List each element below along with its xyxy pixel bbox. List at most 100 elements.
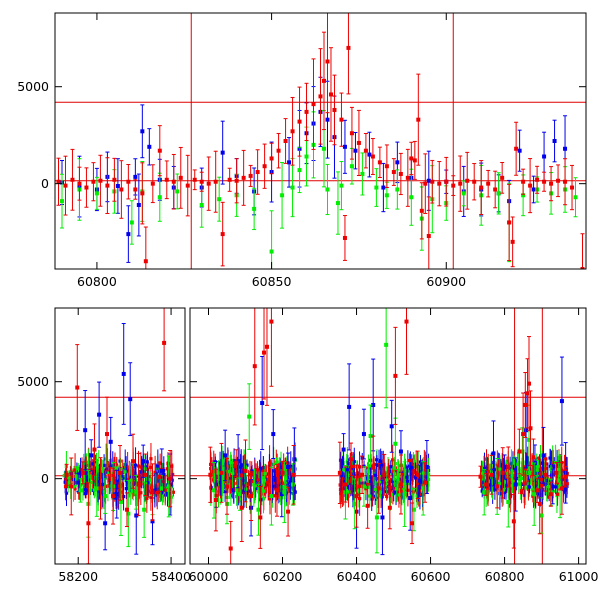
series-1-point-7 xyxy=(134,490,139,495)
noise-point xyxy=(147,489,151,493)
series-0-point-35 xyxy=(491,451,496,456)
noise-point xyxy=(536,464,540,468)
series-0-point-40 xyxy=(541,453,546,458)
noise-point xyxy=(170,464,174,468)
noise-point xyxy=(126,477,130,482)
noise-point xyxy=(348,461,352,465)
noise-point xyxy=(145,496,149,501)
noise-point xyxy=(385,482,390,486)
noise-point xyxy=(379,490,383,494)
series-2-point-22 xyxy=(228,546,233,551)
series-1-point-9 xyxy=(217,197,222,202)
series-2-point-62 xyxy=(437,181,442,186)
noise-point xyxy=(154,477,158,481)
noise-point xyxy=(120,490,124,494)
series-2-point-62 xyxy=(525,391,530,396)
noise-point xyxy=(259,498,263,502)
noise-point xyxy=(548,478,552,482)
series-1-point-5 xyxy=(118,499,123,504)
series-2-point-67 xyxy=(537,501,542,506)
series-2-point-24 xyxy=(239,505,244,510)
noise-point xyxy=(270,484,275,489)
noise-point xyxy=(397,469,401,473)
series-1-point-33 xyxy=(520,449,525,454)
series-2-point-25 xyxy=(243,468,248,473)
noise-point xyxy=(67,476,71,480)
series-2-point-34 xyxy=(286,509,291,514)
noise-point xyxy=(556,492,560,496)
series-0-point-30 xyxy=(426,178,431,183)
series-2-point-70 xyxy=(554,470,559,475)
series-2-point-9 xyxy=(119,187,124,192)
noise-point xyxy=(248,489,252,493)
noise-point xyxy=(416,491,420,495)
series-0-point-4 xyxy=(103,521,108,526)
noise-point xyxy=(426,483,430,487)
series-1-point-17 xyxy=(269,494,274,499)
series-2-point-56 xyxy=(500,470,505,475)
series-0-point-22 xyxy=(325,117,330,122)
series-2-point-39 xyxy=(354,494,359,499)
series-1-point-12 xyxy=(269,249,274,254)
noise-point xyxy=(220,462,224,466)
series-2-point-19 xyxy=(213,498,218,502)
x-tick-label-1: 60850 xyxy=(252,274,292,289)
series-2-point-9 xyxy=(118,470,122,475)
noise-point xyxy=(288,468,292,472)
series-1-point-27 xyxy=(402,492,407,497)
noise-point xyxy=(342,468,346,472)
series-1-point-34 xyxy=(527,437,532,442)
noise-point xyxy=(252,483,256,487)
noise-point xyxy=(340,490,345,494)
noise-point xyxy=(63,485,68,489)
noise-point xyxy=(144,487,148,491)
noise-point xyxy=(494,479,498,484)
series-0-point-6 xyxy=(133,174,138,179)
series-2-point-50 xyxy=(377,160,382,165)
noise-point xyxy=(369,479,373,483)
series-1-point-3 xyxy=(103,494,108,499)
series-2-point-41 xyxy=(328,92,333,97)
noise-point xyxy=(373,487,378,492)
noise-point xyxy=(481,472,485,476)
noise-point xyxy=(145,460,149,464)
series-1-point-16 xyxy=(304,154,309,159)
noise-point xyxy=(132,481,136,485)
series-2-point-47 xyxy=(398,482,403,487)
series-2-point-53 xyxy=(398,171,403,176)
noise-point xyxy=(232,482,236,486)
noise-point xyxy=(112,471,116,475)
series-2-point-39 xyxy=(321,78,326,83)
series-2-point-2 xyxy=(75,385,80,390)
series-0-point-12 xyxy=(159,468,164,473)
noise-point xyxy=(259,487,264,492)
noise-point xyxy=(148,483,152,487)
series-2-point-36 xyxy=(337,470,342,475)
noise-point xyxy=(228,484,232,488)
noise-point xyxy=(493,487,497,491)
noise-point xyxy=(492,468,496,472)
series-2-point-10 xyxy=(124,507,129,512)
series-1-point-21 xyxy=(339,183,344,188)
series-0-point-40 xyxy=(563,146,568,151)
series-1-point-11 xyxy=(252,206,257,211)
series-2-point-56 xyxy=(412,158,417,163)
noise-point xyxy=(515,462,520,466)
noise-point xyxy=(113,466,118,470)
noise-point xyxy=(512,486,516,490)
noise-point xyxy=(551,489,556,493)
noise-point xyxy=(493,482,498,486)
noise-point xyxy=(393,468,397,473)
noise-point xyxy=(517,482,521,486)
noise-point xyxy=(129,478,134,482)
series-2-point-23 xyxy=(234,461,239,466)
noise-point xyxy=(285,491,289,495)
series-2-point-73 xyxy=(510,239,515,244)
series-2-point-48 xyxy=(404,319,409,324)
series-2-point-54 xyxy=(489,472,494,477)
noise-point xyxy=(149,495,153,499)
noise-point xyxy=(383,475,387,479)
series-2-point-3 xyxy=(80,470,85,475)
noise-point xyxy=(64,491,69,495)
series-0-point-18 xyxy=(260,401,265,406)
